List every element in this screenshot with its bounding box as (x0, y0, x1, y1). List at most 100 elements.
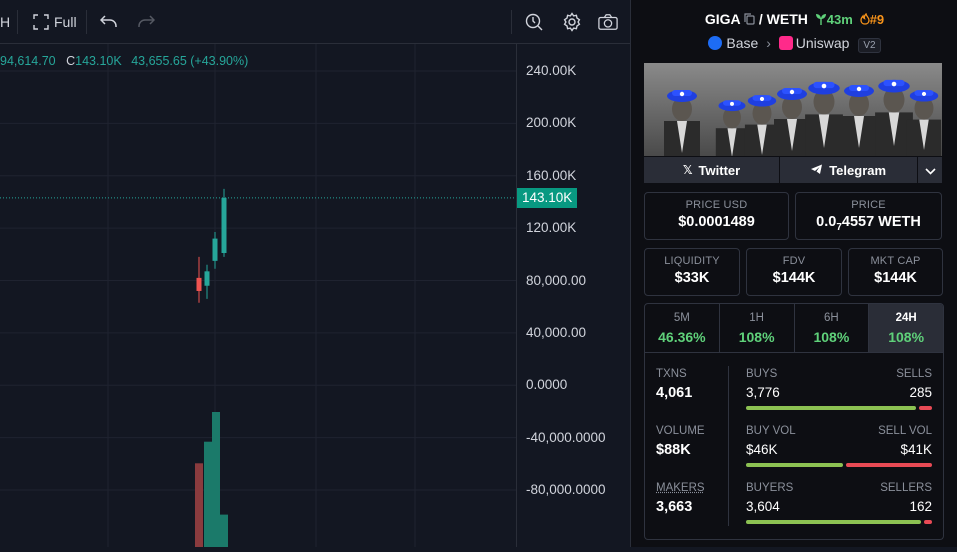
price-native-rest: 4557 WETH (841, 214, 921, 230)
sell-vol-label: SELL VOL (878, 425, 932, 437)
camera-icon (598, 12, 618, 32)
tab-1h[interactable]: 1H 108% (720, 304, 795, 352)
legend-high-value: 94,614.70 (0, 54, 56, 68)
price-usd-card: PRICE USD $0.0001489 (644, 192, 789, 240)
buy-vol-value: $46K (746, 442, 778, 457)
sell-vol-ratio-bar (846, 463, 932, 467)
sprout-icon (815, 12, 827, 28)
candle-body (196, 277, 202, 291)
fullscreen-button[interactable]: Full (31, 0, 77, 43)
banner-figure (715, 100, 749, 156)
screenshot-button[interactable] (598, 0, 618, 43)
redo-icon (136, 12, 156, 32)
price-native-zero-count: 7 (836, 221, 842, 233)
x-logo-icon: 𝕏 (682, 163, 693, 177)
telegram-icon (811, 163, 823, 178)
legend-close-value: 143.10K (75, 54, 122, 68)
twitter-button[interactable]: 𝕏 Twitter (644, 157, 781, 183)
banner-figure (744, 95, 780, 156)
more-links-button[interactable] (918, 157, 943, 183)
tab-change-value: 108% (888, 329, 925, 345)
price-native-value: 0.074557 WETH (796, 214, 941, 233)
pair-age: 43m (826, 12, 853, 27)
volume-bar (204, 441, 212, 547)
quote-token-symbol: WETH (766, 11, 808, 27)
toolbar-divider (86, 10, 87, 34)
price-native-card: PRICE 0.074557 WETH (795, 192, 942, 240)
price-axis-tick: -40,000.0000 (526, 429, 606, 445)
fdv-label: FDV (782, 255, 806, 267)
sellers-value: 162 (909, 499, 932, 514)
legend-close-label: C (66, 54, 76, 68)
sell-vol-value: $41K (900, 442, 932, 457)
base-chain-icon (708, 36, 723, 50)
twitter-label: Twitter (698, 162, 741, 178)
price-axis-tick: 0.0000 (526, 377, 568, 393)
candle-body (212, 238, 218, 261)
interval-label[interactable]: H (0, 13, 11, 30)
chevron-right-icon: › (766, 35, 771, 51)
toolbar-divider (511, 10, 512, 34)
liquidity-value: $33K (674, 270, 710, 286)
gear-icon (562, 11, 582, 32)
tab-label: 5M (673, 312, 690, 324)
market-cap-label: MKT CAP (870, 255, 921, 267)
redo-button[interactable] (136, 0, 156, 43)
tab-change-value: 108% (738, 329, 775, 345)
chart-toolbar: H Full (0, 0, 630, 44)
toolbar-divider (17, 10, 18, 34)
undo-button[interactable] (99, 0, 119, 43)
chart-settings-button[interactable] (562, 0, 582, 43)
banner-figure (841, 85, 877, 156)
price-axis-tick: 160.00K (526, 167, 577, 183)
price-native-label: PRICE (851, 199, 886, 211)
candlestick-chart (0, 44, 516, 547)
makers-label[interactable]: MAKERS (656, 482, 705, 494)
chain-name[interactable]: Base (726, 35, 759, 51)
fdv-card: FDV $144K (746, 248, 842, 296)
chevron-down-icon (925, 163, 936, 178)
volume-bar (220, 514, 228, 547)
tab-change-value: 46.36% (658, 329, 706, 345)
market-cap-card: MKT CAP $144K (848, 248, 943, 296)
stats-divider (728, 366, 729, 526)
tab-5m[interactable]: 5M 46.36% (645, 304, 720, 352)
banner-figure (774, 88, 810, 156)
buy-vol-ratio-bar (746, 463, 843, 467)
buys-label: BUYS (746, 368, 778, 380)
pair-separator: / (758, 11, 763, 27)
price-axis[interactable]: 240.00K 200.00K 160.00K 120.00K 80,000.00 40,… (517, 44, 630, 547)
legend-change-value: 43,655.65 (+43.90%) (131, 54, 249, 68)
chain-dex-row: Base › Uniswap V2 (631, 35, 957, 53)
candle-body (204, 271, 210, 286)
volume-bar (212, 412, 220, 547)
buys-value: 3,776 (746, 385, 780, 400)
tab-label: 1H (749, 312, 764, 324)
market-cap-value: $144K (874, 270, 917, 286)
telegram-button[interactable]: Telegram (780, 157, 919, 183)
dex-name[interactable]: Uniswap (795, 35, 850, 51)
liquidity-card: LIQUIDITY $33K (644, 248, 740, 296)
current-price-label: 143.10K (517, 187, 578, 208)
tab-label: 24H (895, 312, 917, 324)
sellers-label: SELLERS (880, 482, 932, 494)
indicator-search-button[interactable] (524, 0, 544, 43)
timeframe-tabs: 5M 46.36% 1H 108% 6H 108% 24H 108% (644, 303, 944, 353)
pair-title: GIGA / WETH 43m #9 (631, 11, 957, 28)
liquidity-label: LIQUIDITY (664, 255, 720, 267)
price-axis-tick: 240.00K (526, 63, 577, 78)
social-links-row: 𝕏 Twitter Telegram (644, 157, 943, 183)
trade-stats: TXNS 4,061 BUYS 3,776 SELLS 285 VOLUME $… (644, 351, 944, 540)
pair-info-panel: GIGA / WETH 43m #9 Base › Uniswap V2 (630, 0, 957, 547)
copy-icon[interactable] (744, 12, 755, 28)
volume-value: $88K (656, 442, 691, 458)
fullscreen-icon (31, 12, 51, 32)
tab-change-value: 108% (813, 329, 850, 345)
tab-24h[interactable]: 24H 108% (869, 304, 943, 352)
price-axis-tick: 40,000.00 (526, 324, 587, 340)
price-plot[interactable] (0, 44, 517, 547)
sells-label: SELLS (896, 368, 932, 380)
txns-value: 4,061 (656, 385, 693, 401)
zoom-timer-icon (524, 12, 544, 32)
tab-6h[interactable]: 6H 108% (795, 304, 870, 352)
